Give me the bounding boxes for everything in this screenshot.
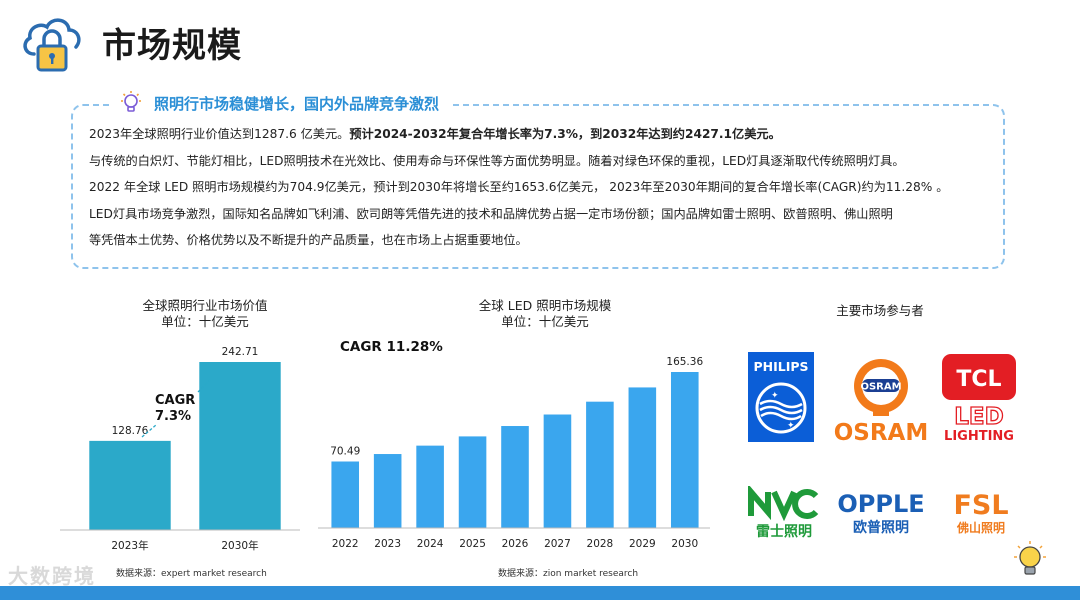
summary-line-4: LED灯具市场竞争激烈，国际知名品牌如飞利浦、欧司朗等凭借先进的技术和品牌优势占… bbox=[89, 206, 893, 221]
osram-badge-text: OSRAM bbox=[860, 382, 901, 393]
chart2-tick-label: 2028 bbox=[587, 538, 614, 550]
philips-logo: PHILIPS ✦ ✦ bbox=[748, 352, 814, 442]
chart2-data-label: 165.36 bbox=[666, 356, 703, 368]
svg-text:✦: ✦ bbox=[787, 421, 795, 431]
chart1-tick-label: 2030年 bbox=[221, 539, 258, 552]
bottom-band bbox=[0, 586, 1080, 600]
watermark-logo: 大数跨境 bbox=[8, 560, 96, 589]
chart2-title: 全球 LED 照明市场规模 bbox=[478, 298, 612, 313]
chart1-source: 数据来源：expert market research bbox=[116, 569, 267, 579]
summary-box bbox=[71, 104, 1005, 269]
page-title: 市场规模 bbox=[102, 25, 242, 66]
chart1-cagr-annotation: CAGR 7.3% bbox=[155, 393, 195, 425]
chart2-tick-label: 2030 bbox=[671, 538, 698, 550]
chart2-bar bbox=[586, 401, 614, 528]
chart2-bar bbox=[670, 372, 699, 528]
summary-body: 2023年全球照明行业价值达到1287.6 亿美元。预计2024-2032年复合… bbox=[89, 121, 994, 254]
chart2-bar bbox=[543, 414, 572, 528]
chart1-cagr-connector bbox=[141, 424, 157, 438]
summary-line-5: 等凭借本土优势、价格优势以及不断提升的产品质量，也在市场上占据重要地位。 bbox=[89, 233, 528, 247]
lightbulb-icon bbox=[121, 91, 141, 112]
chart2-data-label: 70.49 bbox=[330, 446, 360, 458]
tcl-lighting-text: LIGHTING bbox=[944, 429, 1014, 444]
chart2-title-block: 全球 LED 照明市场规模 单位：十亿美元 bbox=[420, 298, 670, 330]
summary-line-1-plain: 2023年全球照明行业价值达到1287.6 亿美元。 bbox=[89, 127, 350, 141]
watermark-text: 大数跨境 bbox=[8, 564, 96, 588]
chart1-cagr-line2: 7.3% bbox=[155, 409, 192, 424]
chart2-bar bbox=[373, 454, 402, 528]
chart2-svg: 70.49 2022 2023 2024 2025 2026 2027 2028 2029 165… bbox=[318, 356, 710, 550]
lightbulb-decor-icon bbox=[1014, 541, 1046, 575]
players-title: 主要市场参与者 bbox=[836, 303, 924, 318]
chart1-cagr-line1: CAGR bbox=[155, 393, 196, 408]
tcl-led-text: LED bbox=[954, 404, 1003, 430]
chart1-bar bbox=[89, 440, 171, 530]
chart2-tick-label: 2022 bbox=[332, 538, 359, 550]
summary-line-1-bold: 预计2024-2032年复合年增长率为7.3%，到2032年达到约2427.1亿… bbox=[349, 127, 781, 141]
summary-line-3: 2022 年全球 LED 照明市场规模约为704.9亿美元，预计到2030年将增… bbox=[89, 180, 949, 194]
chart1-data-label: 242.71 bbox=[222, 346, 259, 358]
chart2-tick-label: 2027 bbox=[544, 538, 571, 550]
chart2-cagr-annotation: CAGR 11.28% bbox=[340, 339, 443, 355]
chart2-tick-label: 2025 bbox=[459, 538, 486, 550]
cloud-lock-icon bbox=[23, 18, 81, 72]
chart1-svg: 128.76 2023年 242.71 2030年 bbox=[60, 346, 300, 552]
summary-line-1: 2023年全球照明行业价值达到1287.6 亿美元。预计2024-2032年复合… bbox=[89, 121, 994, 148]
chart2-bar bbox=[458, 436, 487, 528]
chart2-bar bbox=[331, 461, 360, 528]
summary-heading: 照明行市场稳健增长，国内外品牌竞争激烈 bbox=[110, 88, 450, 118]
fsl-wordmark: FSL bbox=[953, 490, 1008, 521]
osram-wordmark: OSRAM bbox=[834, 420, 929, 444]
opple-logo: OPPLE 欧普照明 bbox=[837, 490, 924, 536]
chart1-bar bbox=[199, 362, 281, 530]
nvc-cn-text: 雷士照明 bbox=[756, 523, 812, 540]
chart1-subtitle: 单位：十亿美元 bbox=[161, 314, 249, 329]
chart2-tick-label: 2029 bbox=[629, 538, 656, 550]
opple-cn-text: 欧普照明 bbox=[853, 519, 909, 536]
summary-line-2: 与传统的白炽灯、节能灯相比，LED照明技术在光效比、使用寿命与环保性等方面优势明… bbox=[89, 153, 905, 168]
chart1-data-label: 128.76 bbox=[112, 425, 149, 437]
philips-wordmark: PHILIPS bbox=[753, 359, 808, 374]
nvc-logo: 雷士照明 bbox=[748, 486, 819, 540]
chart2-bar bbox=[416, 445, 444, 528]
chart1-title: 全球照明行业市场价值 bbox=[142, 298, 268, 313]
page-header: 市场规模 bbox=[20, 6, 242, 78]
fsl-logo: FSL 佛山照明 bbox=[953, 490, 1008, 535]
fsl-cn-text: 佛山照明 bbox=[956, 520, 1005, 535]
chart2-bar bbox=[501, 426, 529, 528]
tcl-wordmark: TCL bbox=[956, 367, 1001, 392]
chart1-title-block: 全球照明行业市场价值 单位：十亿美元 bbox=[90, 298, 320, 330]
chart2-tick-label: 2024 bbox=[417, 538, 444, 550]
chart2-bar bbox=[628, 387, 657, 528]
chart2-tick-label: 2023 bbox=[374, 538, 401, 550]
chart1-tick-label: 2023年 bbox=[111, 539, 148, 552]
chart1-cagr-connector bbox=[197, 379, 211, 393]
chart2-subtitle: 单位：十亿美元 bbox=[501, 314, 589, 329]
summary-heading-text: 照明行市场稳健增长，国内外品牌竞争激烈 bbox=[154, 94, 440, 113]
osram-logo: OSRAM OSRAM bbox=[834, 359, 929, 444]
svg-text:✦: ✦ bbox=[771, 391, 779, 401]
chart2-source: 数据来源：zion market research bbox=[498, 569, 639, 579]
opple-wordmark: OPPLE bbox=[837, 490, 924, 518]
chart2-tick-label: 2026 bbox=[502, 538, 529, 550]
tcl-logo: TCL LED LIGHTING bbox=[942, 354, 1016, 444]
